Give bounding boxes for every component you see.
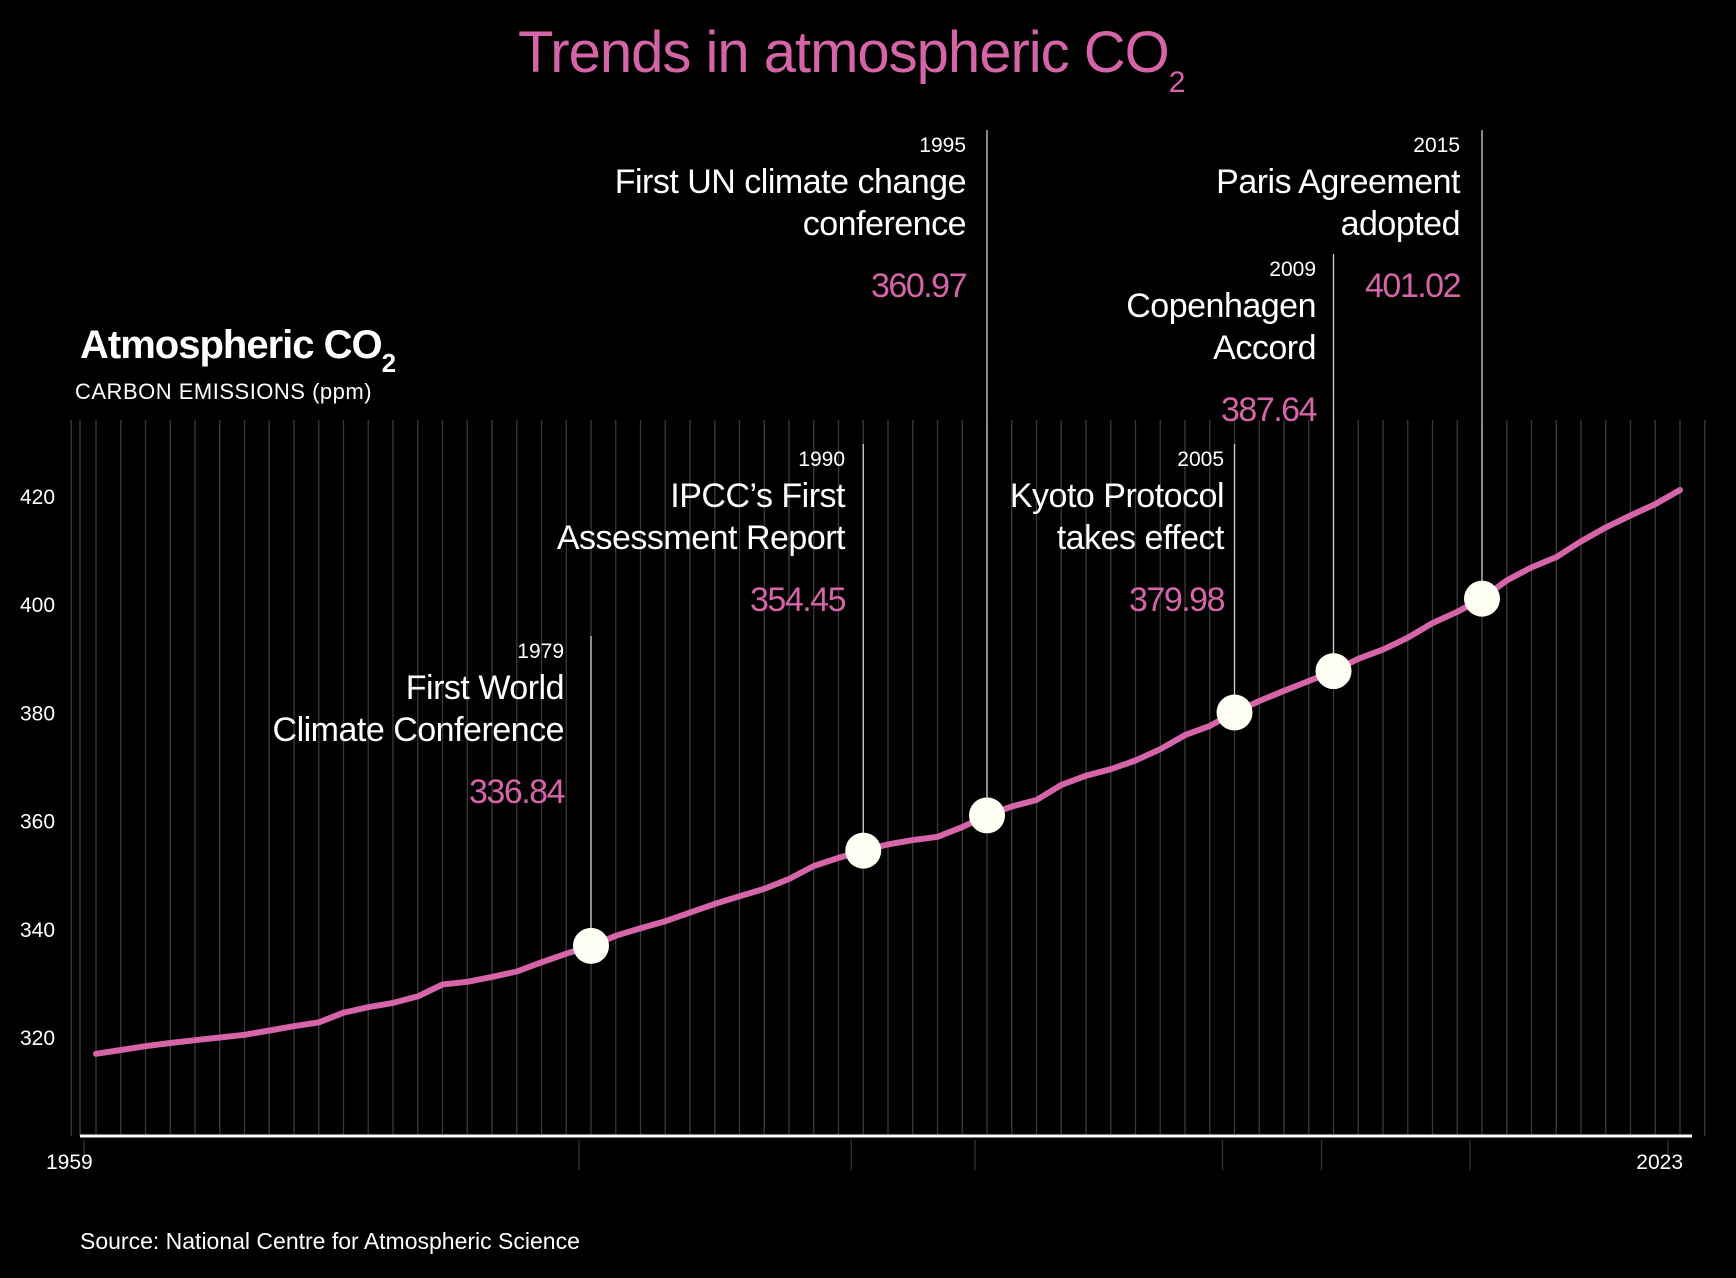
grid-lines xyxy=(70,420,1706,1136)
y-axis-ticks: 320 340 360 380 400 420 xyxy=(20,486,55,1050)
y-tick-label: 420 xyxy=(20,486,55,509)
event-description-line: takes effect xyxy=(1057,519,1225,557)
event-description-line: Paris Agreement xyxy=(1216,163,1461,201)
event-year: 1990 xyxy=(798,448,845,471)
annotation-leader-lines xyxy=(590,130,1483,946)
event-label-1979: 1979 First World Climate Conference 336.84 xyxy=(273,640,567,811)
y-axis-label: CARBON EMISSIONS (ppm) xyxy=(75,379,372,404)
event-year: 1995 xyxy=(919,134,966,157)
event-value: 336.84 xyxy=(469,773,565,811)
event-year: 1979 xyxy=(517,640,564,663)
event-marker-2005 xyxy=(1216,694,1253,731)
x-tick-label-start: 1959 xyxy=(46,1151,93,1174)
panel-title-main: Atmospheric CO xyxy=(80,323,382,367)
event-year: 2009 xyxy=(1269,258,1316,281)
y-tick-label: 320 xyxy=(20,1027,55,1050)
event-description-line: adopted xyxy=(1341,205,1460,243)
co2-series-line xyxy=(93,487,1683,1057)
event-marker-2009 xyxy=(1315,653,1352,690)
event-label-2015: 2015 Paris Agreement adopted 401.02 xyxy=(1216,134,1462,305)
chart-title: Trends in atmospheric CO2 xyxy=(518,20,1185,99)
event-description-line: First World xyxy=(406,669,564,707)
y-tick-label: 400 xyxy=(20,594,55,617)
event-label-1995: 1995 First UN climate change conference 360… xyxy=(615,134,968,305)
y-tick-label: 380 xyxy=(20,702,55,725)
event-value: 401.02 xyxy=(1365,267,1461,305)
event-description-line: IPCC’s First xyxy=(670,477,846,515)
event-description-line: First UN climate change xyxy=(615,163,966,201)
source-note: Source: National Centre for Atmospheric … xyxy=(80,1228,580,1254)
event-description-line: conference xyxy=(803,205,966,243)
event-year: 2015 xyxy=(1413,134,1460,157)
event-year: 2005 xyxy=(1177,448,1224,471)
event-description-line: Accord xyxy=(1213,329,1316,367)
event-marker-1995 xyxy=(969,797,1005,834)
event-description-line: Climate Conference xyxy=(273,711,564,749)
y-tick-label: 340 xyxy=(20,919,55,942)
event-value: 360.97 xyxy=(871,267,967,305)
chart-title-main: Trends in atmospheric CO xyxy=(518,20,1169,85)
x-tick-label-end: 2023 xyxy=(1636,1151,1683,1174)
panel-title: Atmospheric CO2 xyxy=(80,323,396,378)
panel-title-subscript: 2 xyxy=(382,348,396,378)
annotation-markers xyxy=(573,580,1500,964)
event-label-2009: 2009 Copenhagen Accord 387.64 xyxy=(1126,258,1318,429)
event-description-line: Assessment Report xyxy=(557,519,846,557)
event-label-1990: 1990 IPCC’s First Assessment Report 354.45 xyxy=(557,448,847,619)
event-value: 354.45 xyxy=(750,581,846,619)
event-description-line: Kyoto Protocol xyxy=(1010,477,1224,515)
event-value: 379.98 xyxy=(1129,581,1225,619)
event-marker-1979 xyxy=(573,927,609,964)
event-marker-2015 xyxy=(1464,580,1500,617)
event-value: 387.64 xyxy=(1221,391,1317,429)
event-label-2005: 2005 Kyoto Protocol takes effect 379.98 xyxy=(1010,448,1226,619)
x-axis-ticks: 1959 2023 xyxy=(46,1140,1683,1174)
event-description-line: Copenhagen xyxy=(1126,287,1316,325)
y-tick-label: 360 xyxy=(20,811,55,834)
event-marker-1990 xyxy=(845,832,882,869)
chart-title-subscript: 2 xyxy=(1169,66,1185,99)
